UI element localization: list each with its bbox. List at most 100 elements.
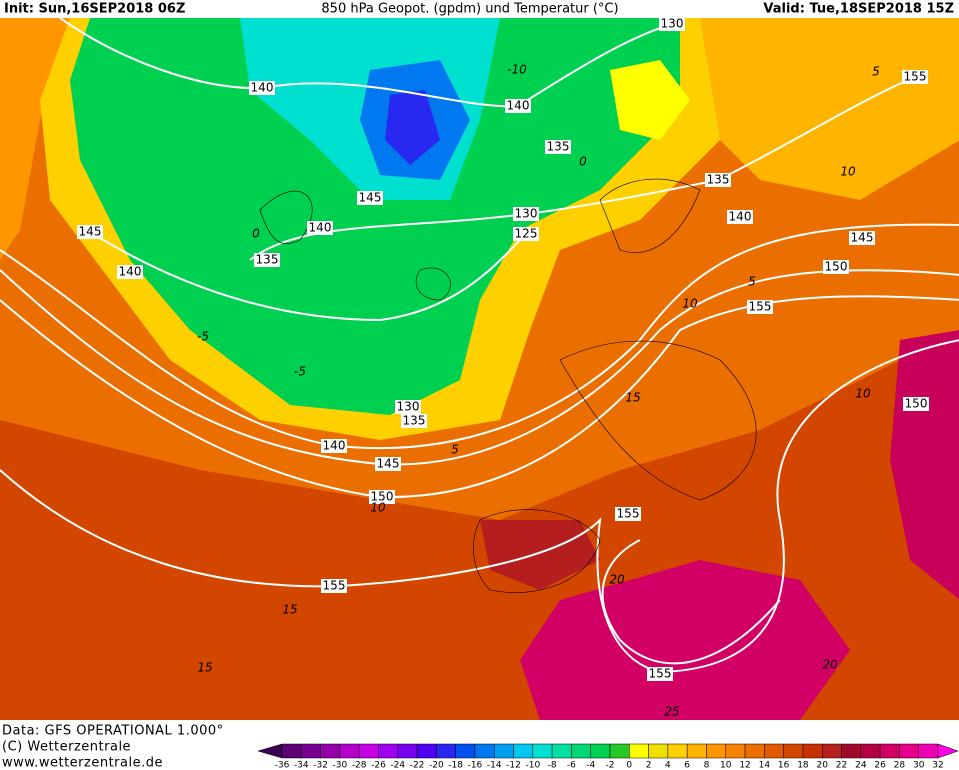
temperature-label: 5: [872, 65, 880, 79]
label-box: [545, 140, 571, 154]
colorbar-tick-label: 28: [894, 761, 906, 770]
colorbar-swatch: [706, 743, 727, 759]
colorbar-tick-label: 6: [684, 761, 690, 770]
colorbar-tick-label: -14: [487, 761, 502, 770]
geopotential-label: 140: [323, 439, 346, 453]
colorbar-tick-label: 30: [913, 761, 925, 770]
map-title: 850 hPa Geopot. (gpdm) und Temperatur (°…: [321, 2, 618, 17]
colorbar-swatch: [821, 743, 842, 759]
temp-area: [0, 18, 70, 260]
geopotential-label: 130: [397, 400, 420, 414]
colorbar-swatch: [436, 743, 456, 759]
colorbar-swatch: [648, 743, 669, 759]
label-box: [849, 231, 875, 245]
temperature-label: 0: [252, 227, 260, 241]
label-box: [369, 490, 395, 504]
colorbar-swatch: [339, 743, 360, 759]
colorbar-swatch: [281, 743, 302, 759]
label-box: [659, 17, 685, 31]
label-box: [395, 400, 421, 414]
label-box: [117, 265, 143, 279]
geopotential-label: 150: [905, 397, 928, 411]
temp-area: [690, 18, 959, 200]
temperature-labels: -10 0 5 10 -5 -5 0 10 5 15 10 15 15 20 20 25 5 10: [197, 63, 880, 719]
colorbar-swatch: [667, 743, 688, 759]
colorbar-tick-label: -18: [448, 761, 463, 770]
colorbar-swatch: [590, 743, 611, 759]
temperature-label: 10: [840, 165, 856, 179]
geopotential-label: 155: [617, 507, 640, 521]
colorbar-tick-label: 4: [665, 761, 671, 770]
temperature-label: 15: [625, 391, 640, 405]
label-box: [513, 207, 539, 221]
colorbar-tick-label: -26: [371, 761, 386, 770]
label-box: [77, 225, 103, 239]
temperature-label: -10: [507, 63, 527, 77]
label-box: [747, 300, 773, 314]
init-time: Init: Sun,16SEP2018 06Z: [4, 2, 185, 17]
geopotential-label: 140: [119, 265, 142, 279]
colorbar-tick-label: 14: [759, 761, 771, 770]
colorbar-tick-label: 18: [797, 761, 809, 770]
colorbar-tick-label: 0: [626, 761, 632, 770]
label-box: [902, 70, 928, 84]
data-source: Data: GFS OPERATIONAL 1.000°: [2, 724, 224, 739]
colorbar-tick-label: 26: [874, 761, 886, 770]
label-box: [357, 191, 383, 205]
geopotential-label: 145: [851, 231, 874, 245]
colorbar-tick-label: -16: [468, 761, 483, 770]
geopotential-label: 155: [323, 579, 346, 593]
colorbar-tick-label: -10: [525, 761, 540, 770]
colorbar-swatch: [802, 743, 823, 759]
geopotential-label: 140: [309, 221, 332, 235]
geopotential-label: 140: [507, 99, 530, 113]
label-box: [727, 210, 753, 224]
label-box: [647, 667, 673, 681]
temperature-label: 20: [609, 573, 625, 587]
colorbar-swatch: [725, 743, 746, 759]
colorbar-swatch: [918, 743, 939, 759]
temperature-label: -5: [294, 365, 306, 379]
colorbar-swatch: [416, 743, 437, 759]
colorbar-tick-label: 24: [855, 761, 867, 770]
label-box: [705, 173, 731, 187]
geopotential-label: 135: [403, 414, 426, 428]
label-box: [321, 439, 347, 453]
colorbar-swatch: [301, 743, 321, 759]
temp-area: [480, 520, 600, 590]
colorbar-tick-label: 8: [704, 761, 710, 770]
geopotential-label: 155: [649, 667, 672, 681]
temperature-label: 5: [451, 443, 459, 457]
label-box: [307, 221, 333, 235]
colorbar-swatch: [513, 743, 534, 759]
geopotential-label: 135: [707, 173, 730, 187]
temperature-label: 5: [748, 275, 756, 289]
label-box: [249, 81, 275, 95]
colorbar-swatch: [899, 743, 919, 759]
colorbar-swatch: [320, 743, 341, 759]
temp-area: [610, 60, 690, 140]
colorbar-swatch: [609, 743, 630, 759]
label-box: [321, 579, 347, 593]
geopotential-label: 150: [825, 260, 848, 274]
colorbar-tick-label: 2: [646, 761, 652, 770]
header-bar: [0, 0, 959, 18]
label-box: [254, 253, 280, 267]
label-box: [823, 260, 849, 274]
colorbar-swatch: [879, 743, 900, 759]
colorbar-swatch: [629, 743, 649, 759]
colorbar-tick-label: -36: [275, 761, 290, 770]
label-box: [505, 99, 531, 113]
geopotential-label: 155: [749, 300, 772, 314]
label-box: [513, 227, 539, 241]
temperature-label: 10: [855, 387, 871, 401]
colorbar-tick-label: -30: [333, 761, 348, 770]
colorbar-tick-label: -20: [429, 761, 444, 770]
colorbar-swatch: [783, 743, 804, 759]
temperature-label: 20: [822, 658, 838, 672]
valid-time: Valid: Tue,18SEP2018 15Z: [763, 2, 954, 17]
colorbar-tick-label: -22: [410, 761, 425, 770]
colorbar-swatch: [764, 743, 784, 759]
